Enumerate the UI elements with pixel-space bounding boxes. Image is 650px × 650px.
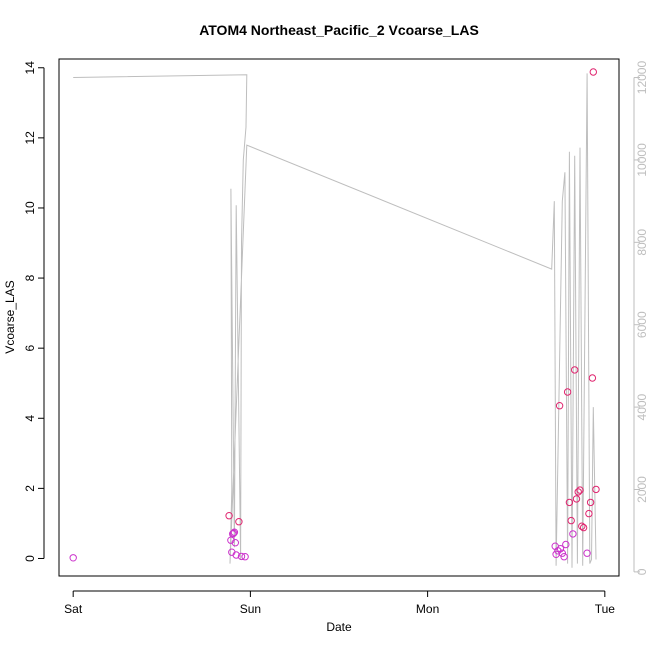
data-point-33: [588, 374, 597, 382]
data-point-21: [565, 498, 574, 507]
plot-frame: [58, 58, 620, 577]
y-tick-label: 8: [23, 274, 37, 281]
data-point-16: [556, 545, 565, 553]
data-point-9: [235, 518, 243, 526]
y-tick-label: 12: [23, 131, 37, 145]
y-tick-label: 10: [23, 201, 37, 215]
data-point-23: [569, 530, 577, 538]
data-point-28: [578, 522, 586, 530]
x-tick-label: Sun: [240, 602, 261, 616]
y2-tick-label: 10000: [635, 143, 649, 177]
data-point-15: [555, 402, 564, 410]
y-tick-label: 2: [23, 485, 37, 492]
series-line-0: [73, 73, 597, 568]
data-point-32: [586, 498, 595, 507]
data-point-26: [574, 488, 582, 496]
axes-layer: 0 2 4 6 8 10 12 14 0 2000 4000 6000 8000 10000 12000 Sa…: [23, 61, 649, 616]
y2-tick-label: 4000: [635, 393, 649, 420]
y-tick-label: 0: [23, 555, 37, 562]
y-tick-label: 14: [23, 61, 37, 75]
data-point-24: [571, 366, 579, 374]
y-axis-label: Vcoarse_LAS: [3, 280, 17, 353]
data-point-27: [576, 486, 584, 494]
x-axis-label: Date: [326, 620, 352, 634]
data-point-29: [579, 523, 588, 532]
data-point-30: [583, 549, 591, 557]
data-point-18: [560, 553, 568, 561]
data-point-35: [592, 485, 600, 494]
data-point-31: [585, 509, 593, 518]
data-point-20: [563, 388, 572, 396]
plot-layer: [69, 68, 600, 568]
data-point-0: [69, 554, 77, 562]
data-point-7: [231, 539, 240, 547]
data-point-1: [225, 512, 233, 520]
y2-tick-label: 6000: [635, 311, 649, 338]
data-point-25: [572, 495, 581, 503]
data-point-6: [230, 528, 239, 536]
x-tick-label: Tue: [595, 602, 616, 616]
chart-title: ATOM4 Northeast_Pacific_2 Vcoarse_LAS: [199, 22, 479, 38]
x-tick-label: Sat: [64, 602, 83, 616]
y2-tick-label: 0: [635, 568, 649, 575]
data-point-8: [232, 551, 240, 559]
data-point-11: [241, 553, 249, 561]
y-tick-label: 4: [23, 415, 37, 422]
data-point-34: [589, 68, 597, 76]
data-point-17: [558, 549, 566, 557]
data-point-22: [567, 516, 575, 525]
y2-tick-label: 2000: [635, 476, 649, 503]
y2-tick-label: 8000: [635, 229, 649, 256]
y-tick-label: 6: [23, 345, 37, 352]
data-point-10: [237, 552, 246, 561]
x-tick-label: Mon: [416, 602, 439, 616]
y2-tick-label: 12000: [635, 61, 649, 95]
data-point-4: [229, 530, 237, 538]
data-point-5: [229, 529, 238, 537]
data-point-19: [562, 540, 570, 549]
